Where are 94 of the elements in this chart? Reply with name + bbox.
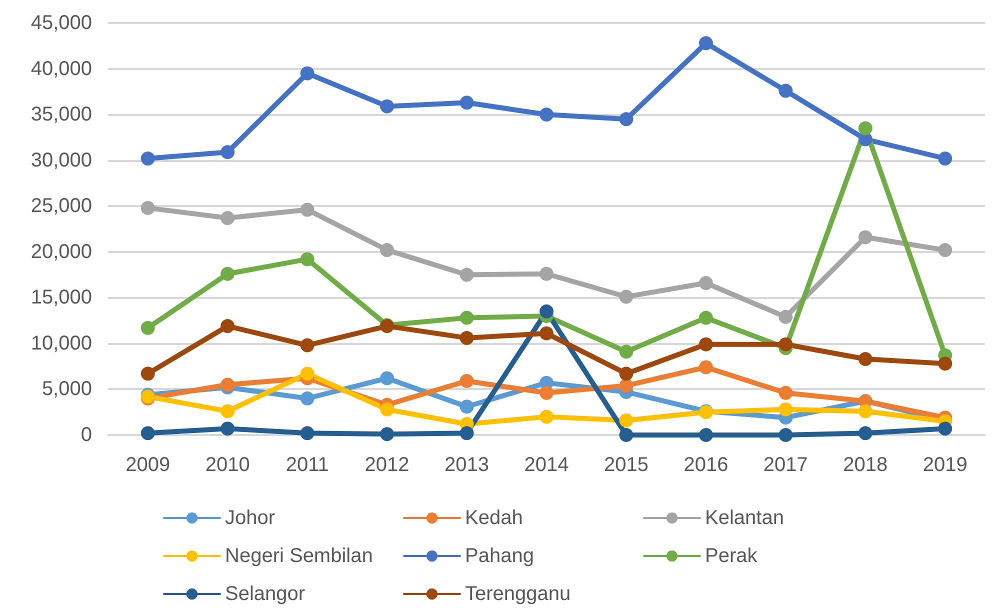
point [938,243,952,258]
point [858,426,872,440]
point [380,402,394,416]
x-tick-label: 2014 [524,454,569,476]
legend-label: Selangor [225,583,306,605]
legend-label: Kelantan [705,507,784,529]
y-tick-label: 15,000 [30,286,92,309]
point [140,152,155,166]
point [220,422,235,436]
point [140,320,155,335]
point [220,211,235,226]
point [619,428,634,442]
point [300,391,314,406]
x-tick-label: 2016 [684,454,728,476]
point [460,400,474,414]
x-tick-label: 2019 [922,454,968,476]
point [938,422,952,436]
legend-label: Pahang [465,545,534,567]
point [460,268,474,282]
y-tick-label: 0 [80,424,92,446]
point [220,378,235,392]
legend-label: Johor [225,507,276,529]
x-tick-label: 2012 [364,454,410,476]
point [619,344,634,359]
point [460,96,474,110]
point [619,378,634,393]
point [698,276,713,290]
point [778,386,793,400]
point [300,66,314,80]
point [698,310,713,325]
point [698,360,713,374]
point [300,366,314,381]
point [460,374,474,388]
point [619,290,634,304]
point [778,428,793,442]
point [300,338,314,352]
x-tick-label: 2017 [763,454,808,476]
point [140,366,155,381]
point [140,200,155,215]
y-tick-label: 40,000 [30,58,92,80]
point [220,404,235,418]
point [220,319,235,334]
point [460,330,474,345]
point [619,112,634,126]
point [858,121,872,136]
y-tick-label: 5,000 [42,378,92,400]
point [300,252,314,266]
point [380,99,394,114]
point [858,352,872,366]
point [778,337,793,352]
point [778,310,793,324]
legend-label: Kedah [465,507,523,529]
point [380,243,394,258]
legend-label: Perak [705,545,758,567]
point [698,337,713,352]
y-tick-label: 25,000 [30,195,92,218]
x-tick-label: 2015 [604,454,648,476]
x-tick-label: 2013 [444,454,490,476]
x-tick-label: 2011 [286,454,329,476]
point [380,371,394,386]
point [140,426,155,440]
x-tick-label: 2018 [843,454,888,476]
point [380,427,394,442]
point [698,428,713,442]
x-tick-label: 2010 [205,454,250,476]
legend-label: Negeri Sembilan [225,545,373,567]
point [778,84,793,98]
point [460,426,474,440]
y-tick-label: 45,000 [30,12,92,34]
point [540,266,554,281]
x-tick-label: 2009 [126,454,170,476]
point [619,413,634,428]
point [460,310,474,325]
point [300,202,314,217]
point [540,108,554,122]
point [858,404,872,418]
y-tick-label: 30,000 [30,149,92,172]
point [540,326,554,340]
point [619,366,634,381]
point [938,152,952,166]
point [220,266,235,281]
y-tick-label: 20,000 [30,240,92,263]
legend-label: Terengganu [465,583,571,605]
y-tick-label: 10,000 [30,332,92,354]
point [300,426,314,440]
point [540,304,554,318]
point [858,230,872,244]
point [220,145,235,160]
point [540,410,554,424]
point [778,402,793,416]
y-tick-label: 35,000 [30,104,92,126]
point [540,386,554,400]
point [938,356,952,371]
point [698,36,713,50]
